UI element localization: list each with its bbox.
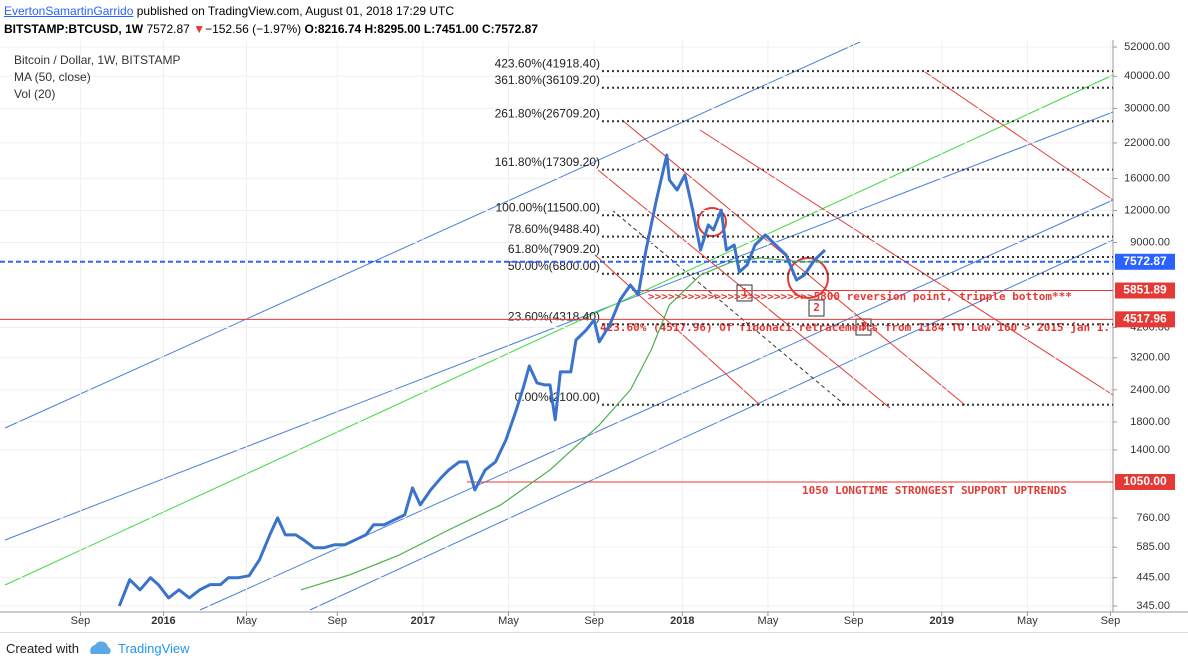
legend-entry: MA (50, close) (14, 70, 91, 84)
y-tick-label: 40000.00 (1124, 70, 1170, 82)
annotation: 1050 LONGTIME STRONGEST SUPPORT UPTRENDS (802, 484, 1067, 497)
fib-label: 78.60%(9488.40) (508, 222, 600, 236)
price-label: 7572.87 (1123, 254, 1167, 268)
y-tick-label: 9000.00 (1130, 236, 1170, 248)
y-tick-label: 30000.00 (1124, 102, 1170, 114)
y-tick-label: 445.00 (1136, 572, 1170, 584)
x-tick-label: 2018 (670, 615, 694, 627)
fib-label: 423.60%(41918.40) (495, 56, 600, 70)
y-tick-label: 22000.00 (1124, 137, 1170, 149)
y-tick-label: 585.00 (1136, 541, 1170, 553)
x-tick-label: Sep (584, 615, 604, 627)
created: Created with (6, 641, 79, 656)
y-tick-label: 12000.00 (1124, 204, 1170, 216)
y-tick-label: 16000.00 (1124, 172, 1170, 184)
y-tick-label: 1400.00 (1130, 444, 1170, 456)
y-tick-label: 1800.00 (1130, 416, 1170, 428)
fib-label: 161.80%(17309.20) (495, 155, 600, 169)
chart: Bitcoin / Dollar, 1W, BITSTAMP MA (50, c… (0, 40, 1188, 627)
y-tick-label: 760.00 (1136, 512, 1170, 524)
x-tick-label: Sep (327, 615, 347, 627)
fib-label: 361.80%(36109.20) (495, 73, 600, 87)
annotation: >>>>>>>>>>>>>>>>>>>>>>>>>5800 reversion … (648, 290, 1072, 303)
y-tick-label: 2400.00 (1130, 384, 1170, 396)
header: EvertonSamartinGarrido published on Trad… (4, 2, 538, 38)
y-tick-label: 345.00 (1136, 600, 1170, 612)
legend-entry: Vol (20) (14, 87, 55, 101)
x-tick-label: May (1017, 615, 1038, 627)
box-label: 2 (813, 301, 820, 314)
price-box (1115, 311, 1175, 328)
price-label: 5851.89 (1123, 283, 1167, 297)
published: published on TradingView.com, August 01,… (136, 4, 455, 18)
price-box (1115, 473, 1175, 490)
x-tick-label: 2016 (151, 615, 175, 627)
fib-label: 261.80%(26709.20) (495, 106, 600, 120)
last: 7572.87 (146, 22, 190, 36)
author[interactable]: EvertonSamartinGarrido (4, 4, 134, 18)
price-box (1115, 282, 1175, 299)
price-label: 4517.96 (1123, 312, 1167, 326)
box-label: 1 (741, 286, 748, 299)
brand[interactable]: TradingView (118, 641, 190, 656)
y-tick-label: 52000.00 (1124, 41, 1170, 53)
y-tick-label: 3200.00 (1130, 352, 1170, 364)
series-line (300, 257, 825, 591)
legend-entry: Bitcoin / Dollar, 1W, BITSTAMP (14, 53, 181, 67)
x-tick-label: 2017 (411, 615, 435, 627)
symbol: BITSTAMP:BTCUSD, 1W (4, 22, 144, 36)
series-line (117, 153, 827, 607)
fib-label: 100.00%(11500.00) (495, 200, 600, 214)
fib-label: 23.60%(4318.40) (508, 310, 600, 324)
price-box (1115, 253, 1175, 270)
price-label: 1050.00 (1123, 474, 1167, 488)
fib-label: 61.80%(7909.20) (508, 242, 600, 256)
annotation: 423.60% (4517.96) Of fibonaci retracemen… (600, 321, 1110, 334)
x-tick-label: Sep (1101, 615, 1121, 627)
x-tick-label: May (758, 615, 779, 627)
x-tick-label: Sep (844, 615, 864, 627)
x-tick-label: May (498, 615, 519, 627)
x-tick-label: May (236, 615, 257, 627)
x-tick-label: 2019 (930, 615, 954, 627)
arrow: ▼ (193, 22, 206, 36)
change: −152.56 (−1.97%) (205, 22, 302, 36)
footer: Created with TradingView (0, 632, 1188, 666)
logo (90, 641, 111, 654)
x-tick-label: Sep (71, 615, 91, 627)
box-label: 3 (860, 320, 867, 333)
ohlc: O:8216.74 H:8295.00 L:7451.00 C:7572.87 (304, 22, 539, 36)
